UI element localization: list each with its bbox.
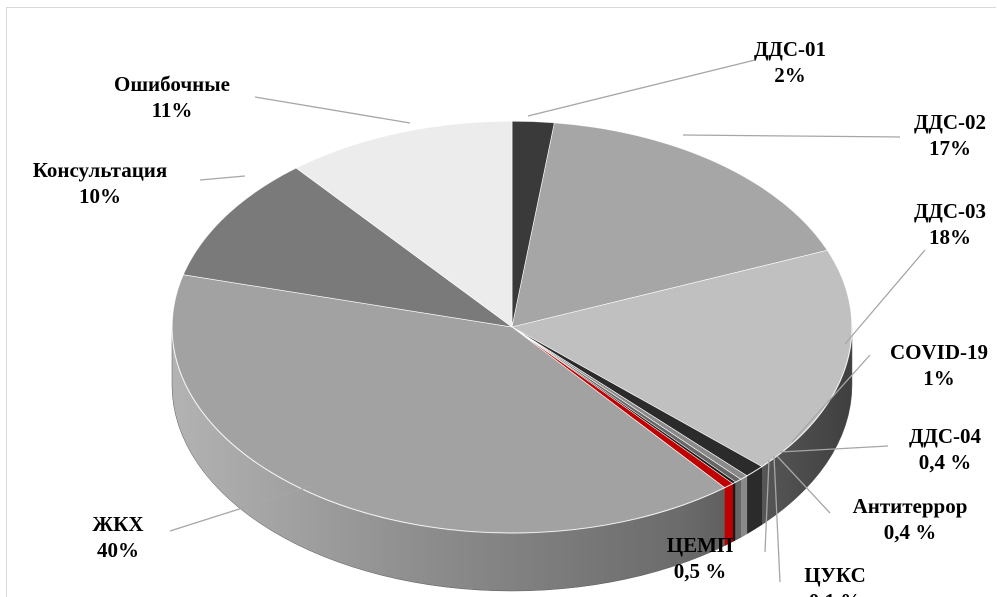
label-name-цемп: ЦЕМП xyxy=(667,533,734,557)
leader-line-цукс xyxy=(773,455,781,583)
label-name-антитеррор: Антитеррор xyxy=(853,494,968,518)
leader-lines xyxy=(169,59,926,583)
label-name-ддс-02: ДДС-02 xyxy=(914,110,986,134)
label-name-ддс-04: ДДС-04 xyxy=(909,424,982,448)
label-value-ддс-04: 0,4 % xyxy=(919,450,972,474)
leader-line-жкх xyxy=(169,484,316,532)
side-wedge-ддс-04 xyxy=(740,475,748,538)
label-антитеррор: Антитеррор 0,4 % xyxy=(853,494,968,544)
leader-line-ошибочные xyxy=(254,96,411,124)
label-name-covid-19: COVID-19 xyxy=(890,340,988,364)
label-ддс-03: ДДС-03 18% xyxy=(914,199,986,249)
label-value-жкх: 40% xyxy=(97,538,139,562)
label-value-консультация: 10% xyxy=(79,184,121,208)
pie-rim xyxy=(171,120,853,534)
label-name-жкх: ЖКХ xyxy=(92,512,143,536)
side-wedge-цукс xyxy=(732,482,736,542)
side-wedge-цемп xyxy=(724,483,733,546)
label-value-ддс-03: 18% xyxy=(929,225,971,249)
label-value-ддс-01: 2% xyxy=(774,63,806,87)
leader-line-консультация xyxy=(199,175,246,181)
leader-line-ддс-01 xyxy=(527,59,756,117)
leader-line-ддс-03 xyxy=(844,249,926,345)
label-value-ддс-02: 17% xyxy=(929,136,971,160)
data-labels: ДДС-01 2% ДДС-02 17% ДДС-03 18% COVID-19 1% ДДС-… xyxy=(33,37,988,597)
label-value-ошибочные: 11% xyxy=(152,98,193,122)
leader-line-антитеррор xyxy=(776,455,831,514)
side-wedge-covid-19 xyxy=(747,466,762,534)
pie-top-layer xyxy=(171,120,853,534)
chart-area xyxy=(6,7,996,597)
label-covid-19: COVID-19 1% xyxy=(890,340,988,390)
label-value-covid-19: 1% xyxy=(923,366,955,390)
label-value-цемп: 0,5 % xyxy=(674,559,727,583)
label-value-антитеррор: 0,4 % xyxy=(884,520,937,544)
label-name-консультация: Консультация xyxy=(33,158,168,182)
label-name-ошибочные: Ошибочные xyxy=(114,72,230,96)
label-цукс: ЦУКС 0,1 % xyxy=(804,563,866,597)
label-цемп: ЦЕМП 0,5 % xyxy=(667,533,734,583)
label-ошибочные: Ошибочные 11% xyxy=(114,72,230,122)
leader-line-ддс-04 xyxy=(779,445,889,453)
label-жкх: ЖКХ 40% xyxy=(92,512,143,562)
label-value-цукс: 0,1 % xyxy=(809,589,862,597)
leader-line-covid-19 xyxy=(791,354,871,443)
leader-line-цемп xyxy=(764,459,770,553)
leader-line-ддс-02 xyxy=(682,134,901,138)
side-wedge-антитеррор xyxy=(734,479,741,541)
label-ддс-01: ДДС-01 2% xyxy=(754,37,826,87)
label-ддс-04: ДДС-04 0,4 % xyxy=(909,424,982,474)
label-name-ддс-03: ДДС-03 xyxy=(914,199,986,223)
label-ддс-02: ДДС-02 17% xyxy=(914,110,986,160)
label-консультация: Консультация 10% xyxy=(33,158,168,208)
label-name-ддс-01: ДДС-01 xyxy=(754,37,826,61)
pie-side-layer xyxy=(171,326,853,592)
label-name-цукс: ЦУКС xyxy=(804,563,866,587)
